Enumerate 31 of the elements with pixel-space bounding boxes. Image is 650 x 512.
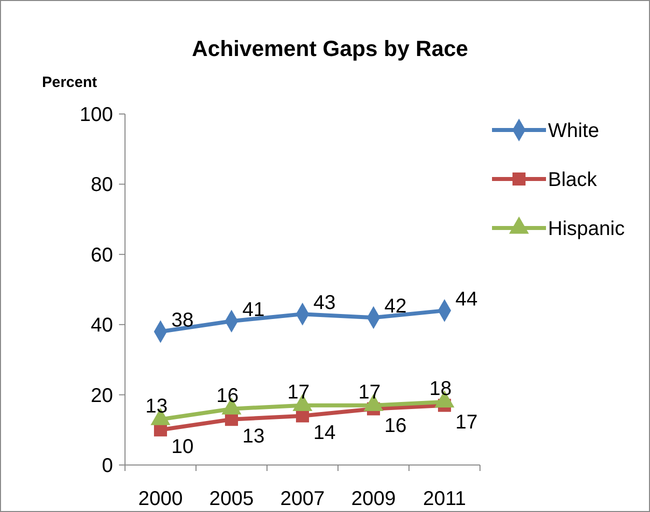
- data-label: 10: [171, 436, 194, 458]
- x-tick-label: 2009: [351, 488, 396, 510]
- x-tick-label: 2000: [138, 488, 183, 510]
- x-tick-label: 2005: [209, 488, 254, 510]
- legend-label: Hispanic: [548, 218, 625, 240]
- data-label: 38: [171, 310, 194, 332]
- legend-label: White: [548, 120, 600, 142]
- chart-title: Achivement Gaps by Race: [192, 36, 468, 61]
- data-label: 43: [313, 292, 336, 314]
- legend-label: Black: [548, 169, 598, 191]
- data-label: 16: [216, 384, 239, 407]
- y-tick-label: 0: [102, 455, 113, 477]
- data-label: 41: [242, 299, 265, 322]
- data-label: 13: [242, 425, 265, 448]
- data-label: 17: [287, 381, 310, 404]
- y-tick-label: 40: [90, 314, 113, 337]
- x-tick-label: 2007: [280, 488, 325, 510]
- y-tick-label: 60: [90, 244, 113, 266]
- x-tick-label: 2011: [422, 488, 466, 510]
- y-tick-label: 80: [90, 174, 113, 196]
- data-label: 17: [455, 411, 478, 434]
- data-label: 13: [145, 395, 168, 418]
- data-label: 42: [384, 296, 407, 318]
- data-label: 16: [384, 414, 407, 437]
- data-label: 14: [313, 422, 336, 444]
- data-label: 17: [358, 381, 381, 404]
- y-axis-title: Percent: [42, 74, 98, 91]
- data-label: 44: [455, 288, 478, 311]
- data-label: 18: [429, 378, 452, 400]
- y-tick-label: 20: [90, 384, 113, 407]
- y-tick-label: 100: [80, 104, 113, 126]
